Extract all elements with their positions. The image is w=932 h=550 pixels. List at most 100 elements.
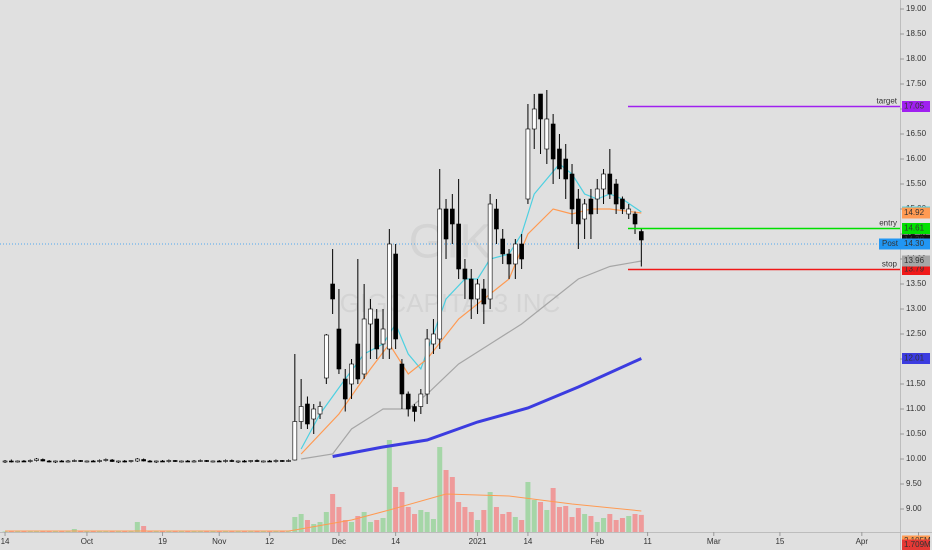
candle-body xyxy=(525,128,531,200)
candle-body xyxy=(613,183,619,205)
volume-bar xyxy=(430,519,436,532)
volume-bar xyxy=(512,517,518,532)
candle-body xyxy=(147,460,153,463)
y-tick-label: 11.00 xyxy=(906,404,926,413)
volume-bar xyxy=(103,531,109,532)
volume-bar xyxy=(15,531,21,532)
volume-bar xyxy=(254,531,260,532)
volume-bar xyxy=(8,531,14,532)
candle-body xyxy=(355,343,361,380)
candle-body xyxy=(494,208,499,230)
volume-bar xyxy=(40,531,46,532)
volume-bar xyxy=(619,518,625,532)
volume-bar xyxy=(367,522,373,532)
candle-body xyxy=(109,459,115,462)
candle-body xyxy=(569,173,575,210)
ma-price-label: 13.96 xyxy=(904,256,925,265)
volume-bar xyxy=(267,531,273,532)
volume-bar xyxy=(260,531,266,532)
volume-last-label-box xyxy=(902,539,930,550)
candle-body xyxy=(450,208,455,225)
volume-bar xyxy=(248,531,254,532)
y-tick-label: 15.50 xyxy=(906,179,927,188)
volume-bar xyxy=(462,507,468,532)
candle-body xyxy=(424,338,430,395)
x-tick-label: 14 xyxy=(1,537,10,546)
candle-body xyxy=(223,460,228,462)
candle-body xyxy=(97,460,102,462)
volume-bar xyxy=(500,514,506,532)
level-price-label: 17.05 xyxy=(904,102,925,111)
volume-bar xyxy=(298,514,304,532)
level-label: entry xyxy=(879,219,897,228)
volume-bar xyxy=(607,514,613,532)
candle-body xyxy=(557,148,562,170)
candle-body xyxy=(59,460,65,463)
level-price-label: 14.61 xyxy=(904,224,925,233)
candle-body xyxy=(242,460,247,463)
volume-bar xyxy=(601,518,607,532)
candle-body xyxy=(380,328,386,345)
candle-body xyxy=(462,268,468,280)
volume-bar xyxy=(304,520,310,532)
volume-bar xyxy=(481,510,487,532)
volume-bar xyxy=(84,531,90,532)
candle-body xyxy=(34,458,39,461)
candle-body xyxy=(273,460,279,462)
candle-body xyxy=(342,378,348,400)
candle-body xyxy=(456,223,461,270)
candle-body xyxy=(506,253,512,265)
volume-bar xyxy=(210,531,216,532)
post-market-price: 14.30 xyxy=(904,239,925,248)
volume-bar xyxy=(393,487,399,532)
y-tick-label: 9.00 xyxy=(906,504,922,513)
volume-bar xyxy=(160,531,166,532)
watermark-company: GIGCAPITAL3 INC xyxy=(340,288,561,318)
candle-body xyxy=(21,460,27,463)
candle-body xyxy=(84,460,90,463)
candle-body xyxy=(65,460,71,463)
candle-body xyxy=(412,406,417,412)
candle-body xyxy=(53,460,58,463)
volume-bar xyxy=(2,531,8,532)
candle-body xyxy=(172,460,178,462)
volume-bar xyxy=(134,522,140,532)
y-tick-label: 10.00 xyxy=(906,454,927,463)
candle-body xyxy=(248,460,254,462)
ma-price-label-box xyxy=(902,255,930,267)
candle-body xyxy=(607,173,613,195)
candle-body xyxy=(481,288,487,305)
candle-body xyxy=(500,238,506,255)
candle-body xyxy=(103,459,109,461)
candle-body xyxy=(179,460,184,463)
volume-bar xyxy=(456,502,462,532)
level-price-label-box xyxy=(902,223,930,234)
candle-body xyxy=(519,243,524,260)
x-tick-label: 14 xyxy=(523,537,532,546)
level-label: target xyxy=(877,97,898,106)
volume-bar xyxy=(21,531,27,532)
volume-bar xyxy=(34,531,40,532)
candle-body xyxy=(286,460,291,462)
candle-body xyxy=(311,408,317,420)
volume-bar xyxy=(538,502,544,532)
volume-bar xyxy=(52,531,58,532)
volume-ma-line xyxy=(5,493,642,532)
volume-bar xyxy=(166,531,172,532)
volume-bar xyxy=(279,531,285,532)
post-market-tag: Post xyxy=(882,239,899,248)
volume-bar xyxy=(235,531,241,532)
x-tick-label: Nov xyxy=(212,537,226,546)
volume-bar xyxy=(122,531,128,532)
volume-bar xyxy=(531,500,537,532)
volume-bar xyxy=(380,518,386,532)
candle-body xyxy=(229,460,235,462)
moving-average-line xyxy=(301,260,642,460)
ma-price-label: 14.92 xyxy=(904,208,925,217)
candle-body xyxy=(298,406,304,422)
candle-body xyxy=(78,460,83,462)
candle-body xyxy=(160,460,165,463)
candle-body xyxy=(437,208,443,340)
y-tick-label: 17.50 xyxy=(906,79,927,88)
